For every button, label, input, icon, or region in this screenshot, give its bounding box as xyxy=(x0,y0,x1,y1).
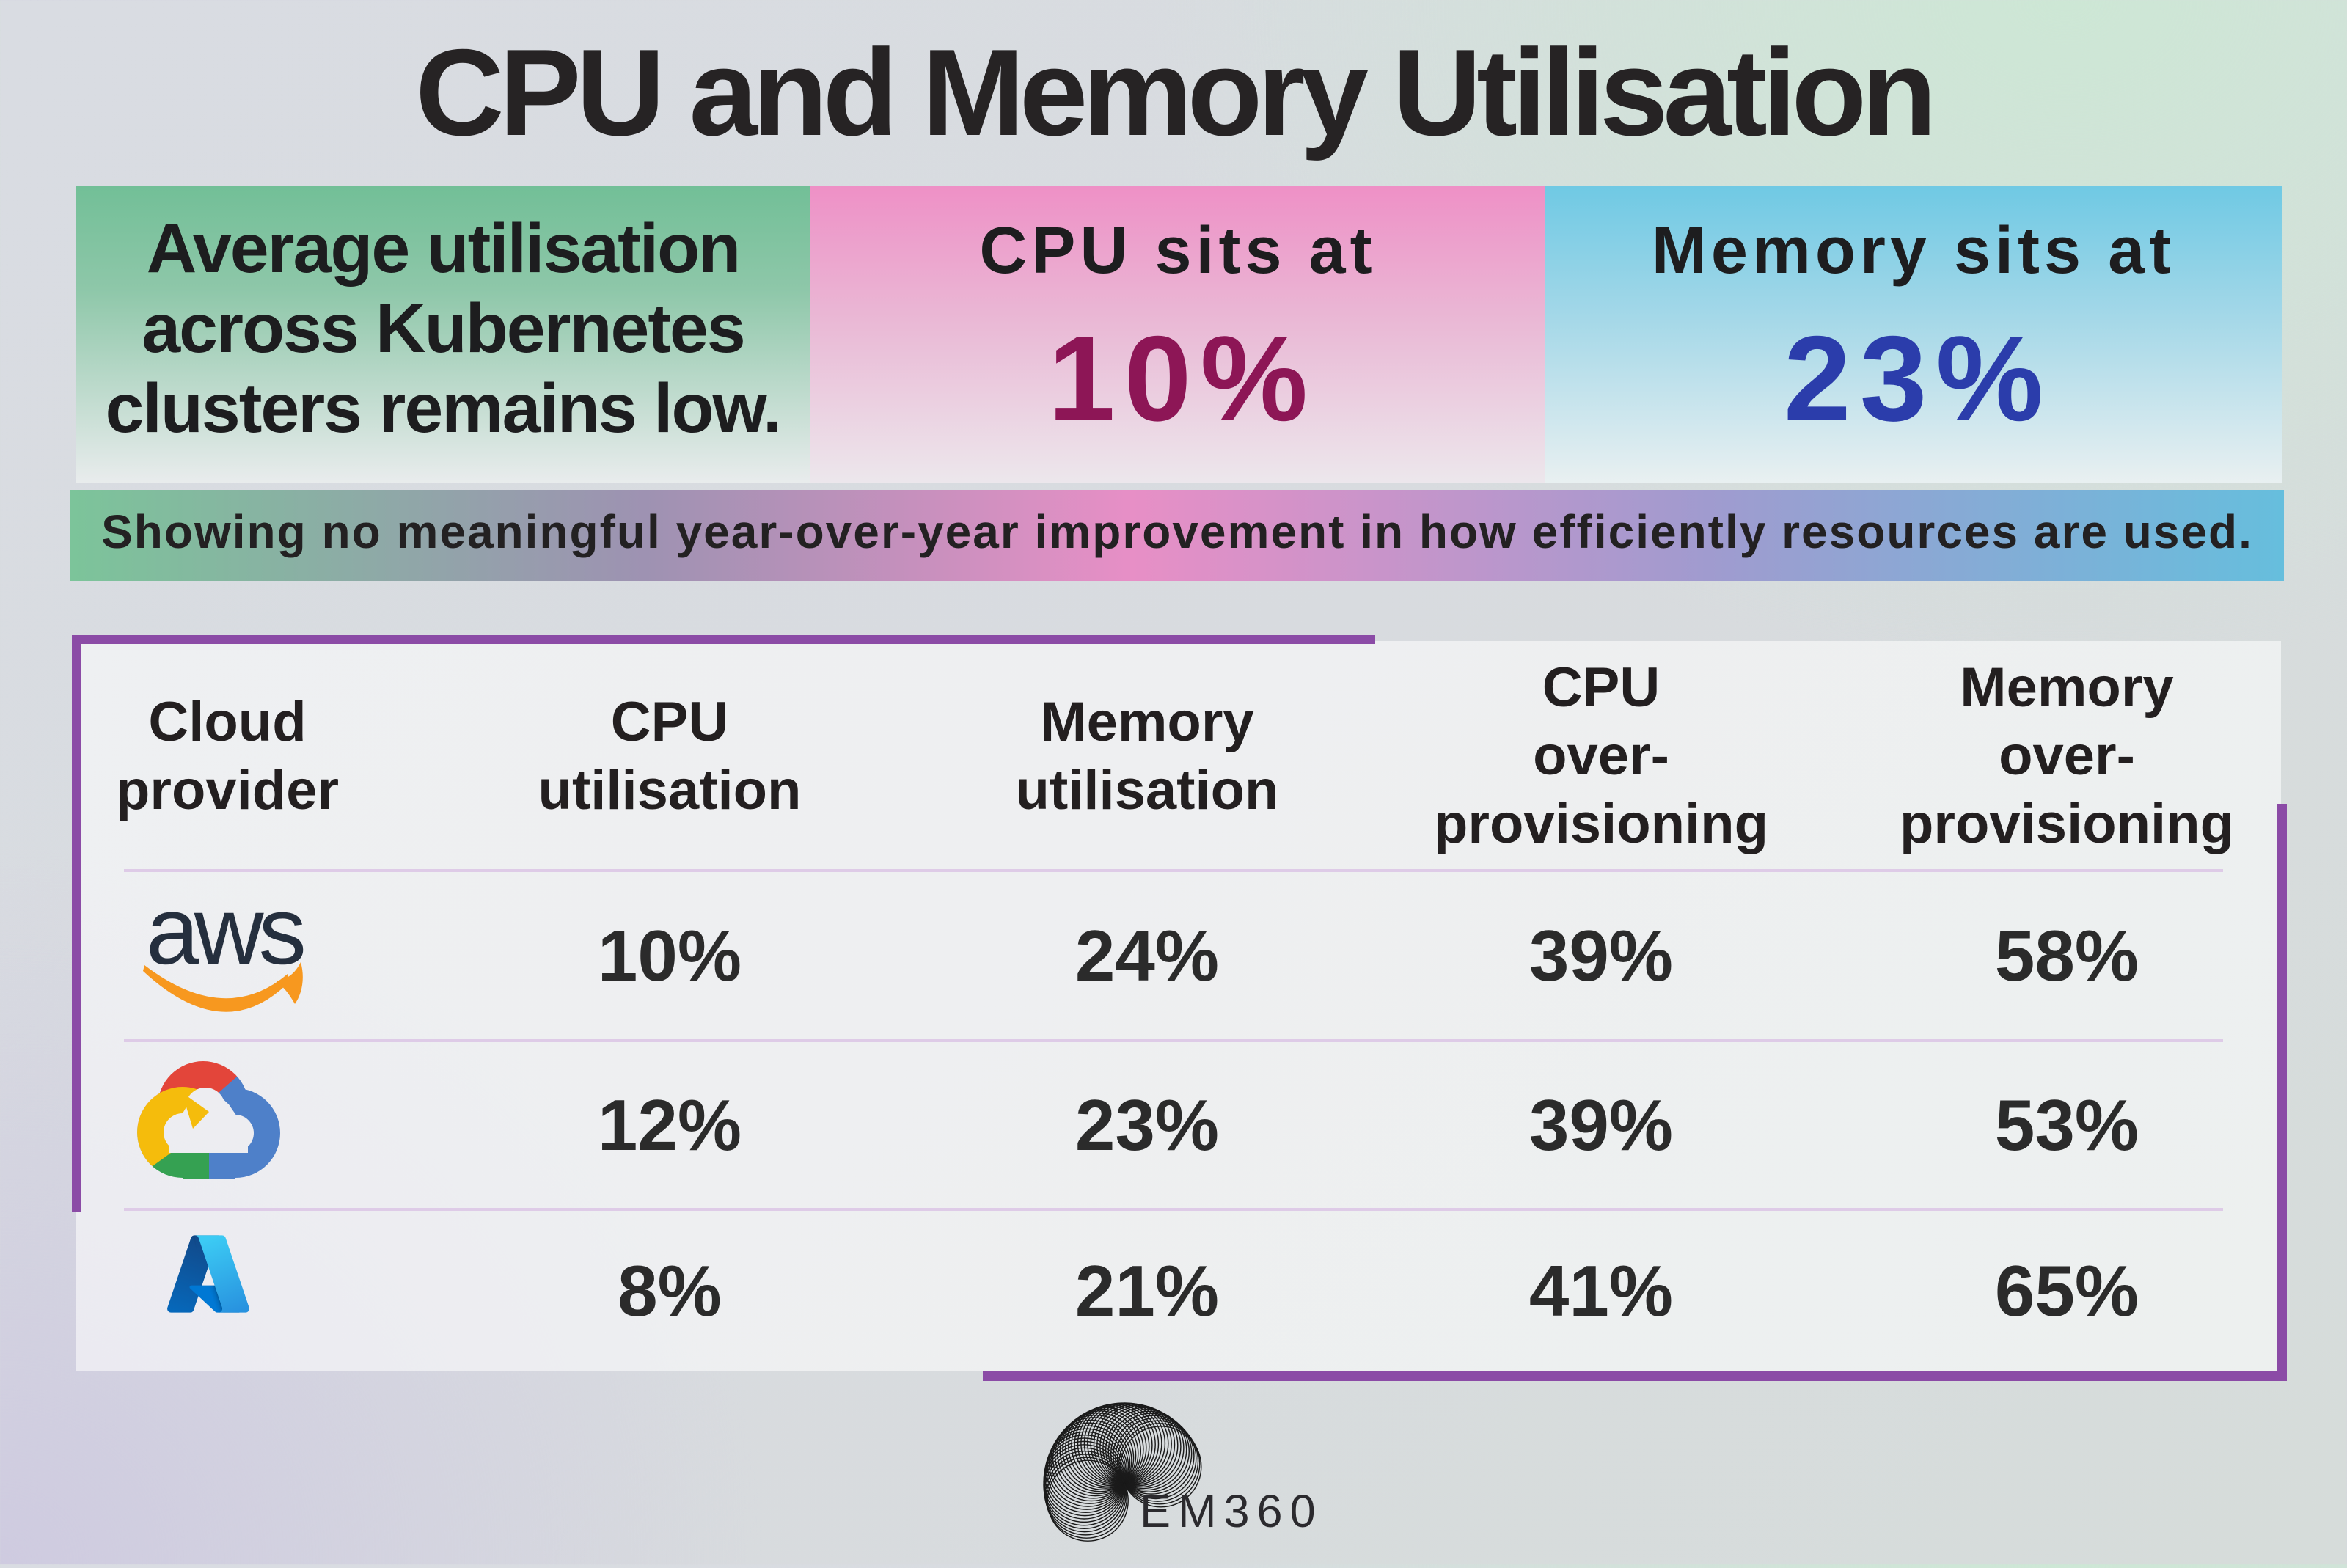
svg-text:aws: aws xyxy=(146,908,303,984)
svg-text:EM360: EM360 xyxy=(1140,1486,1323,1537)
